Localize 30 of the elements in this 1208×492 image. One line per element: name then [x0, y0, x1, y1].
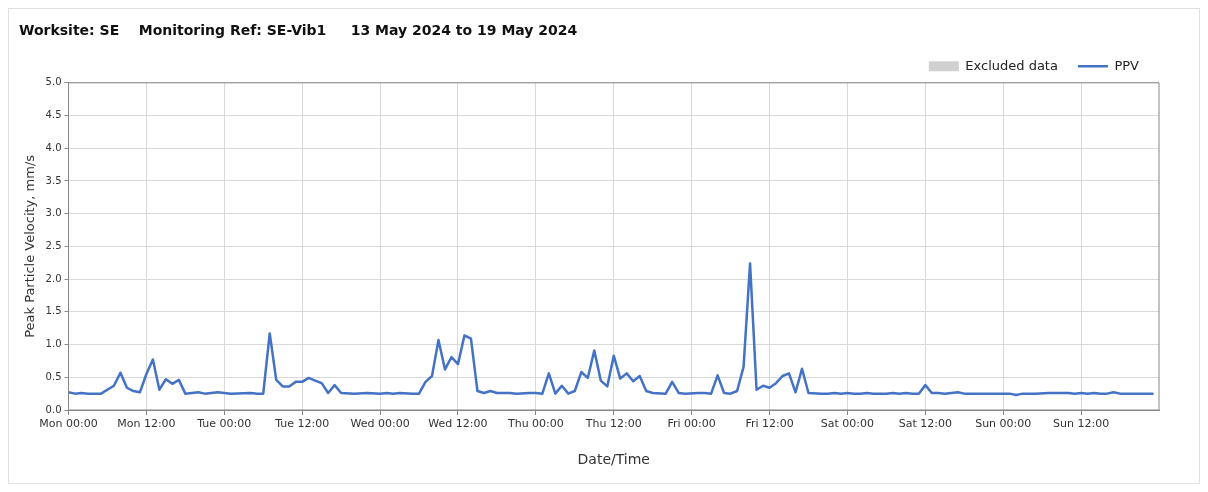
x-tick-label: Sat 12:00 [898, 417, 952, 431]
x-axis-title: Date/Time [577, 451, 650, 468]
x-tick-label: Wed 00:00 [350, 417, 410, 431]
y-tick-label: 3.5 [45, 174, 62, 186]
x-tick-label: Sat 00:00 [820, 417, 875, 431]
y-tick-label: 3.0 [45, 207, 62, 219]
y-tick-label: 0.0 [45, 403, 62, 415]
y-axis-title: Peak Particle Velocity, mm/s [22, 154, 38, 338]
x-tick-label: Sun 00:00 [975, 417, 1032, 431]
y-tick-label: 2.5 [45, 239, 62, 251]
legend-label: PPV [1114, 57, 1140, 73]
x-tick-label: Fri 00:00 [667, 417, 716, 431]
x-tick-label: Wed 12:00 [428, 417, 488, 431]
y-tick-label: 4.5 [45, 109, 62, 121]
y-tick-label: 0.5 [45, 370, 62, 382]
x-tick-label: Tue 00:00 [196, 417, 252, 431]
y-tick-label: 2.0 [45, 272, 62, 284]
x-tick-label: Mon 00:00 [39, 417, 98, 431]
x-tick-label: Tue 12:00 [274, 417, 330, 431]
y-tick-label: 4.0 [45, 141, 62, 153]
y-tick-label: 1.5 [45, 305, 62, 317]
chart-title: Worksite: SE Monitoring Ref: SE-Vib1 13 May 2024 to 19 May 2024 [19, 22, 578, 39]
x-tick-label: Thu 00:00 [506, 417, 564, 431]
x-tick-label: Mon 12:00 [117, 417, 176, 431]
y-tick-label: 5.0 [45, 76, 62, 88]
x-tick-label: Fri 12:00 [745, 417, 794, 431]
x-tick-label: Sun 12:00 [1053, 417, 1110, 431]
legend-label: Excluded data [965, 57, 1058, 73]
y-tick-label: 1.0 [45, 338, 62, 350]
x-tick-label: Thu 12:00 [584, 417, 642, 431]
